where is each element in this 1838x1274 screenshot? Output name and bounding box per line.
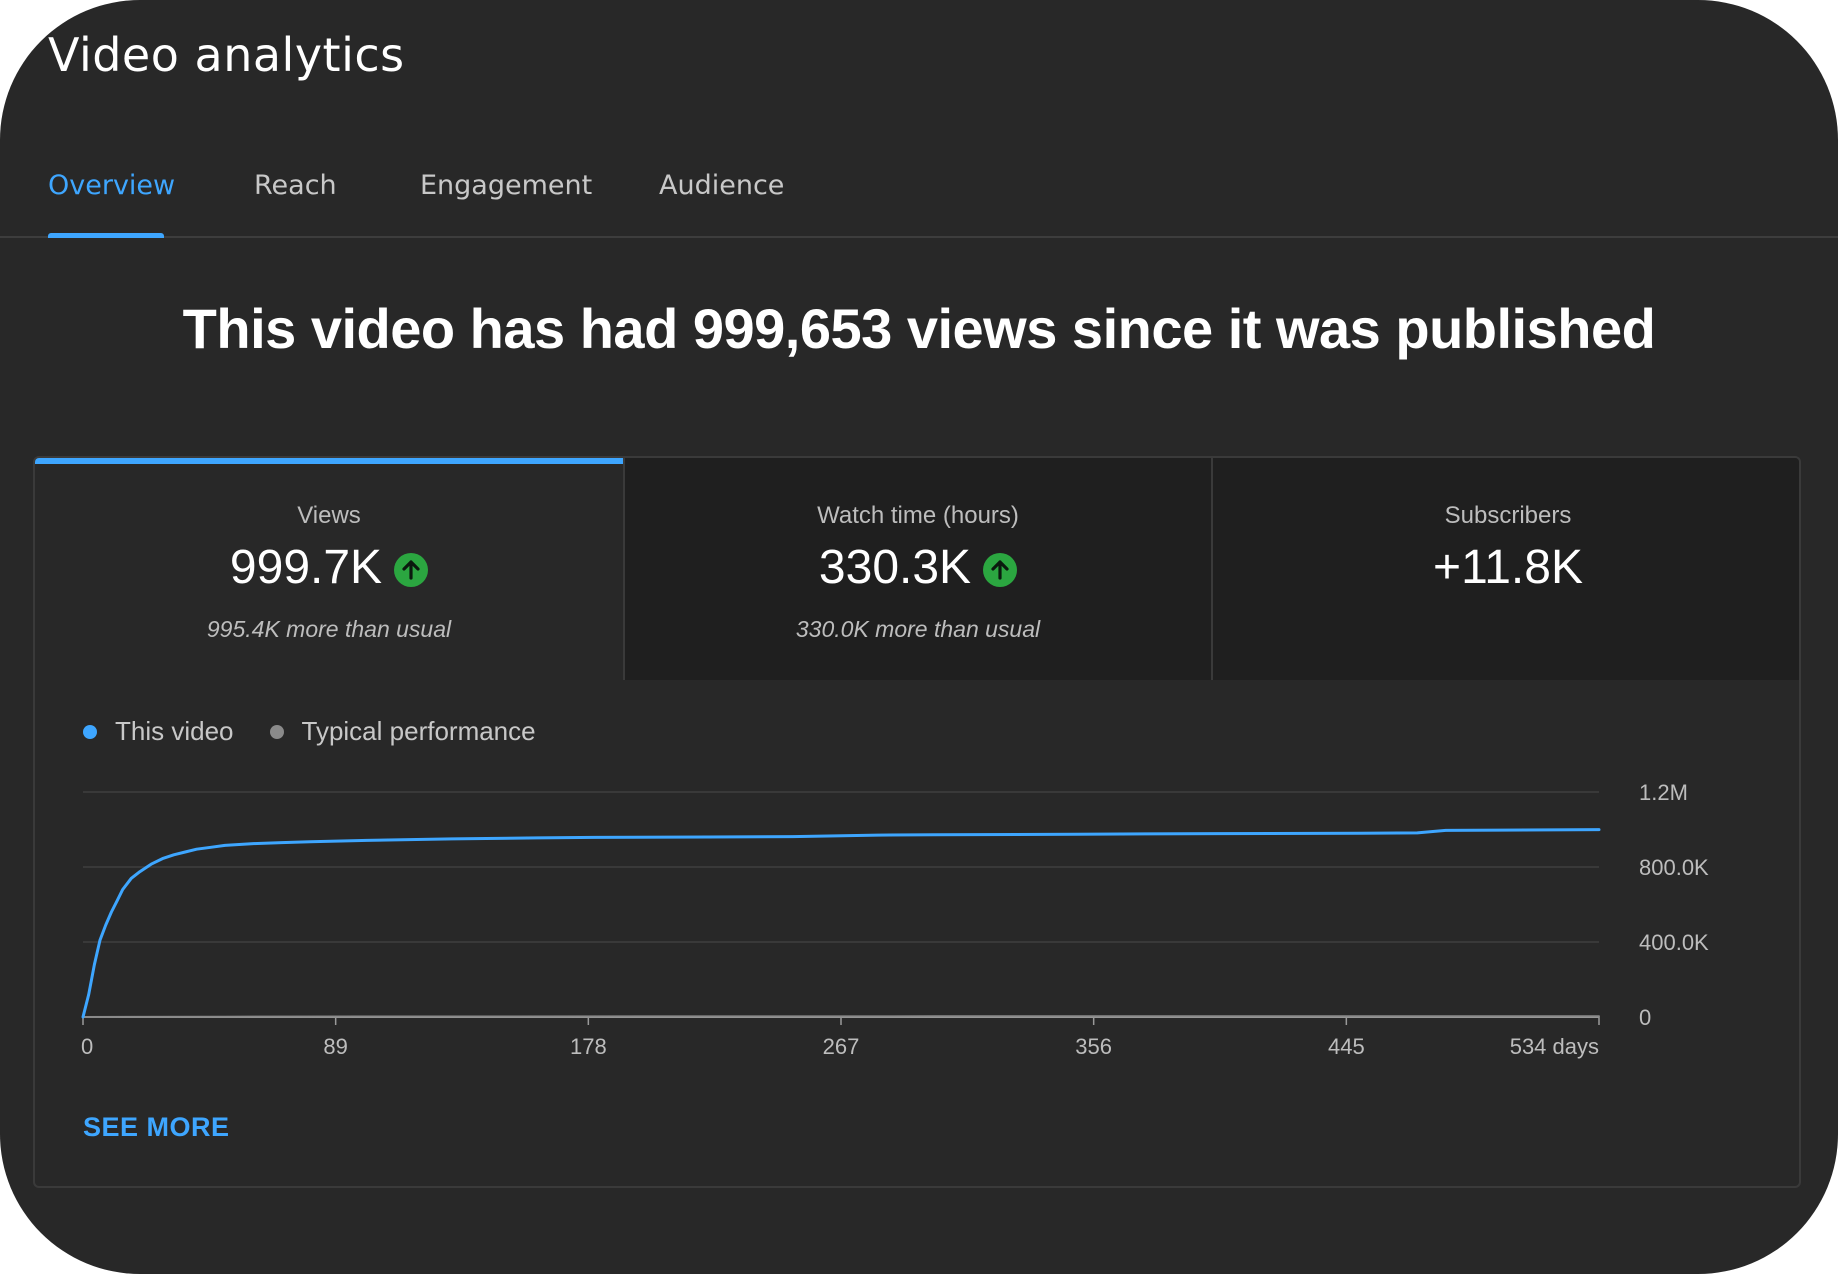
x-tick-label: 445 bbox=[1328, 1034, 1365, 1059]
legend-dot-icon bbox=[83, 724, 97, 739]
tab-audience[interactable]: Audience bbox=[659, 170, 785, 201]
metric-value: +11.8K bbox=[1433, 541, 1583, 594]
selected-metric-indicator bbox=[35, 458, 623, 464]
metric-label: Views bbox=[297, 502, 361, 529]
metric-views-card[interactable]: Views 999.7K 995.4K more than usual bbox=[35, 458, 623, 680]
metric-comparison: 995.4K more than usual bbox=[206, 616, 452, 642]
series-line-this-video bbox=[81, 828, 1601, 1019]
x-tick-label: 178 bbox=[570, 1034, 607, 1059]
x-tick-label: 356 bbox=[1075, 1034, 1112, 1059]
legend-item-this-video[interactable]: This video bbox=[83, 716, 234, 747]
y-tick-label: 1.2M bbox=[1639, 780, 1688, 805]
x-tick-label: 0 bbox=[81, 1034, 93, 1059]
metric-subscribers-card[interactable]: Subscribers +11.8K bbox=[1211, 458, 1799, 680]
legend-label: Typical performance bbox=[301, 716, 536, 746]
tab-overview[interactable]: Overview bbox=[48, 170, 176, 201]
views-headline: This video has had 999,653 views since i… bbox=[182, 297, 1656, 360]
metric-value-row: +11.8K bbox=[1213, 540, 1799, 595]
trend-up-icon bbox=[394, 552, 429, 587]
metric-comparison: 330.0K more than usual bbox=[795, 616, 1041, 642]
tab-reach[interactable]: Reach bbox=[254, 170, 337, 201]
trend-up-icon bbox=[983, 552, 1018, 587]
legend-label: This video bbox=[115, 716, 234, 746]
series-line-typical bbox=[82, 1015, 1600, 1018]
legend-dot-icon bbox=[269, 724, 284, 739]
metric-value: 330.3K bbox=[818, 541, 972, 594]
x-tick-label: 89 bbox=[323, 1034, 347, 1059]
metric-value-row: 330.3K bbox=[625, 540, 1211, 595]
tab-bar: Overview Reach Engagement Audience bbox=[0, 150, 1838, 238]
legend-item-typical[interactable]: Typical performance bbox=[269, 716, 536, 747]
metric-value-row: 999.7K bbox=[35, 540, 623, 595]
y-tick-label: 400.0K bbox=[1639, 930, 1709, 955]
x-tick-label: 267 bbox=[823, 1034, 860, 1059]
y-tick-label: 0 bbox=[1639, 1005, 1651, 1030]
x-tick-label: 534 days bbox=[1510, 1034, 1599, 1059]
y-tick-label: 800.0K bbox=[1639, 855, 1709, 880]
metric-value: 999.7K bbox=[229, 541, 383, 594]
overview-card: Views 999.7K 995.4K more than usual Watc… bbox=[33, 456, 1801, 1188]
views-line-chart: 0 400.0K 800.0K 1.2M 0 89 178 267 356 445 534 days bbox=[81, 780, 1709, 1059]
tab-engagement[interactable]: Engagement bbox=[420, 170, 593, 201]
metric-watch-time-card[interactable]: Watch time (hours) 330.3K 330.0K more th… bbox=[623, 458, 1211, 680]
metric-label: Subscribers bbox=[1444, 502, 1572, 529]
see-more-link[interactable]: SEE MORE bbox=[83, 1112, 230, 1142]
metric-label: Watch time (hours) bbox=[817, 502, 1019, 529]
page-title: Video analytics bbox=[48, 28, 405, 82]
active-tab-indicator bbox=[48, 233, 164, 238]
chart-legend: This video Typical performance bbox=[83, 716, 572, 747]
